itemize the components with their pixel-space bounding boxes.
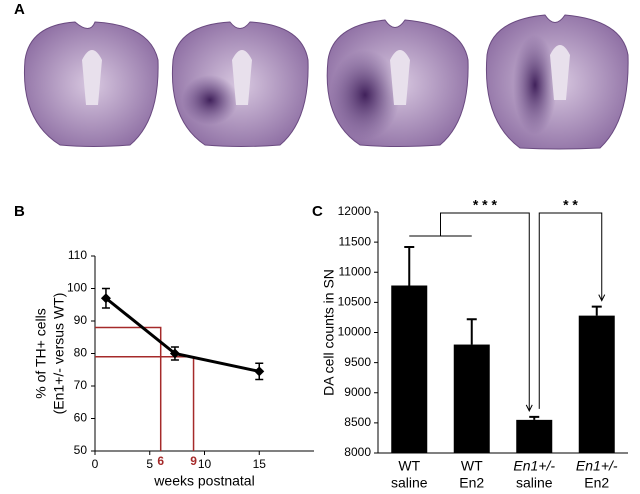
brain-section (171, 21, 309, 147)
y-tick-label: 10000 (338, 325, 372, 339)
data-point (100, 293, 111, 304)
panel-label: B (14, 203, 25, 220)
bar (453, 344, 490, 453)
x-tick-label: 15 (253, 457, 267, 471)
x-tick-label: 5 (146, 457, 153, 471)
y-tick-label: 110 (68, 248, 87, 262)
panel-label: C (312, 203, 323, 220)
significance-bracket (409, 212, 533, 412)
y-tick-label: 8500 (344, 415, 371, 429)
y-tick-label: 70 (74, 378, 88, 392)
error-bar (404, 245, 415, 286)
y-axis-label: DA cell counts in SN (321, 269, 337, 396)
error-bar (466, 318, 477, 345)
guide-label: 9 (190, 454, 197, 468)
x-tick-label: 0 (92, 457, 99, 471)
x-tick-label: En2 (459, 475, 484, 491)
x-tick-label: WT (461, 458, 483, 474)
x-axis-label: weeks postnatal (153, 473, 254, 489)
bar (391, 285, 428, 453)
x-tick-label: saline (391, 475, 428, 491)
error-bar (529, 415, 540, 420)
significance-label: * * * (473, 197, 498, 213)
error-bar (591, 305, 602, 316)
significance-bracket (538, 212, 606, 409)
data-line (105, 297, 260, 373)
guide-label: 6 (157, 454, 164, 468)
significance-label: * * (563, 197, 578, 213)
data-point (169, 348, 180, 359)
x-tick-label: En1+/- (513, 458, 555, 474)
bar (578, 315, 615, 453)
y-axis-label: (En1+/- versus WT) (51, 293, 67, 415)
y-tick-label: 50 (74, 443, 88, 457)
guide-line (95, 326, 162, 451)
bar (516, 419, 553, 453)
y-tick-label: 9500 (344, 355, 371, 369)
y-tick-label: 11500 (339, 234, 372, 248)
y-tick-label: 12000 (338, 204, 372, 218)
x-tick-label: En1+/- (576, 458, 618, 474)
y-tick-label: 10500 (338, 295, 372, 309)
data-point (254, 366, 265, 377)
y-tick-label: 60 (74, 411, 88, 425)
x-tick-label: WT (398, 458, 420, 474)
y-tick-label: 100 (67, 281, 87, 295)
y-tick-label: 8000 (344, 445, 371, 459)
brain-section (485, 14, 629, 150)
x-tick-label: 10 (198, 457, 212, 471)
x-tick-label: En2 (584, 475, 609, 491)
x-tick-label: saline (516, 475, 553, 491)
y-tick-label: 9000 (344, 385, 371, 399)
guide-line (95, 356, 195, 451)
y-tick-label: 11000 (339, 264, 372, 278)
brain-section (326, 19, 469, 147)
y-tick-label: 90 (74, 313, 88, 327)
y-tick-label: 80 (74, 346, 88, 360)
y-axis-label: % of TH+ cells (33, 308, 49, 398)
panel-label: A (14, 1, 25, 18)
brain-section (23, 21, 159, 147)
